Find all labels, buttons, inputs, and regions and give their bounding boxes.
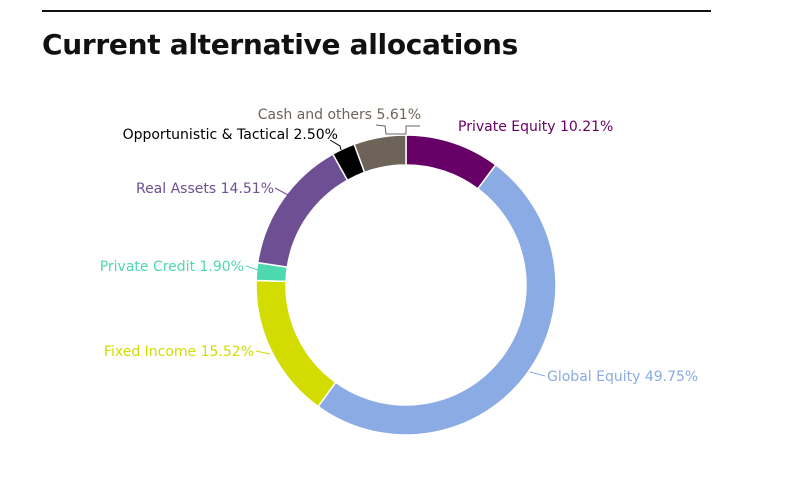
leader-line-fixed-income: [255, 350, 271, 355]
slice-real-assets: [256, 153, 349, 268]
leader-line-global-equity: [529, 371, 546, 377]
leader-line-private-credit: [245, 265, 259, 271]
chart-title: Current alternative allocations: [42, 28, 518, 61]
label-private-credit: Private Credit 1.90%: [100, 259, 244, 275]
slice-global-equity: [317, 163, 557, 436]
slice-cash-and-others: [353, 134, 407, 174]
top-rule: [42, 10, 711, 12]
leader-line-real-assets: [274, 187, 289, 196]
slice-fixed-income: [255, 279, 337, 408]
leader-line-cash-and-others: [375, 124, 420, 135]
label-real-assets: Real Assets 14.51%: [136, 181, 274, 197]
label-private-equity: Private Equity 10.21%: [458, 119, 613, 135]
slice-private-equity: [405, 134, 497, 190]
leader-line-opportunistic-tactical: [329, 139, 342, 151]
label-global-equity: Global Equity 49.75%: [547, 369, 698, 385]
label-fixed-income: Fixed Income 15.52%: [104, 344, 254, 360]
label-cash-and-others: Cash and others 5.61%: [258, 107, 421, 123]
label-opportunistic-tactical: Opportunistic & Tactical 2.50%: [123, 127, 338, 143]
